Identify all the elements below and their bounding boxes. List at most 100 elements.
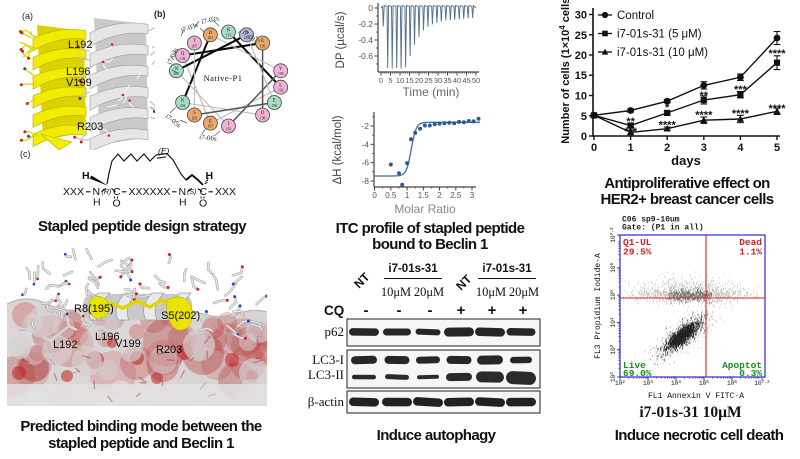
svg-text:Native-P1: Native-P1 <box>204 73 243 83</box>
svg-text:-8: -8 <box>361 176 369 186</box>
svg-text:*: * <box>665 102 670 114</box>
svg-text:****: **** <box>732 108 750 120</box>
svg-text:-6: -6 <box>361 158 369 168</box>
svg-text:R: R <box>227 28 231 33</box>
svg-text:200: 200 <box>174 72 180 76</box>
svg-text:N: N <box>245 31 249 36</box>
svg-text:****: **** <box>768 48 786 60</box>
svg-text:L196: L196 <box>66 66 90 78</box>
svg-text:50: 50 <box>472 76 480 85</box>
svg-text:107.2: 107.2 <box>754 379 770 388</box>
svg-text:195: 195 <box>260 44 266 48</box>
svg-text:N: N <box>93 186 101 198</box>
svg-text:1.5: 1.5 <box>418 191 430 200</box>
svg-text:196: 196 <box>272 104 278 108</box>
svg-text:T: T <box>193 39 196 44</box>
svg-text:I: I <box>228 122 230 127</box>
svg-text:20: 20 <box>575 50 587 62</box>
svg-text:10: 10 <box>575 91 587 103</box>
svg-text:R203: R203 <box>77 121 103 133</box>
svg-text:35: 35 <box>443 76 451 85</box>
svg-text:****: **** <box>768 103 786 115</box>
svg-text:i7-05s: i7-05s <box>164 112 183 129</box>
svg-text:H: H <box>93 197 101 209</box>
svg-text:25: 25 <box>575 30 587 42</box>
svg-text:106: 106 <box>609 263 618 273</box>
svg-text:L196: L196 <box>95 331 119 343</box>
svg-text:N: N <box>175 67 179 72</box>
svg-text:FL1 Annexin V FITC-A: FL1 Annexin V FITC-A <box>648 392 744 401</box>
svg-text:Q1-UL: Q1-UL <box>623 237 652 248</box>
svg-text:20μM: 20μM <box>414 285 444 299</box>
svg-text:20: 20 <box>415 76 423 85</box>
svg-text:***: *** <box>624 126 638 138</box>
svg-text:192: 192 <box>278 89 284 93</box>
svg-text:i7-01s-31: i7-01s-31 <box>388 263 438 275</box>
svg-text:103: 103 <box>643 379 653 388</box>
svg-text:10μM: 10μM <box>476 285 506 299</box>
svg-text:-2: -2 <box>361 121 369 131</box>
svg-text:**: ** <box>700 90 709 102</box>
svg-text:H: H <box>179 197 187 209</box>
svg-text:NT: NT <box>453 271 475 293</box>
svg-text:10μM: 10μM <box>381 285 411 299</box>
svg-text:25: 25 <box>424 76 432 85</box>
svg-text:205: 205 <box>192 44 198 48</box>
svg-text:102: 102 <box>609 372 618 382</box>
svg-text:202: 202 <box>244 36 250 40</box>
svg-text:2.5: 2.5 <box>450 191 462 200</box>
svg-text:-: - <box>364 302 369 319</box>
svg-text:-0.4: -0.4 <box>358 35 373 45</box>
svg-text:V199: V199 <box>66 77 92 89</box>
svg-text:R203: R203 <box>156 344 182 356</box>
svg-text:2: 2 <box>437 191 442 200</box>
svg-text:E: E <box>261 39 264 44</box>
svg-text:K: K <box>181 99 185 104</box>
svg-text:D: D <box>209 31 213 36</box>
svg-text:15: 15 <box>405 76 413 85</box>
svg-text:Gate: (P1 in all): Gate: (P1 in all) <box>622 224 704 233</box>
svg-text:5: 5 <box>774 142 780 154</box>
svg-text:0: 0 <box>581 131 587 143</box>
svg-text:O: O <box>199 198 207 210</box>
svg-text:S: S <box>193 111 196 116</box>
svg-text:DP (µcal/s): DP (µcal/s) <box>335 11 347 68</box>
svg-text:N: N <box>179 186 187 198</box>
svg-text:1: 1 <box>405 191 410 200</box>
svg-text:1.1%: 1.1% <box>739 247 762 258</box>
svg-text:Control: Control <box>617 10 654 22</box>
svg-text:-: - <box>397 302 402 319</box>
svg-text:Number of cells (1×104 cells/w: Number of cells (1×104 cells/well) <box>558 0 572 144</box>
svg-text:L: L <box>279 83 282 88</box>
svg-text:i7-01s-31: i7-01s-31 <box>482 263 532 275</box>
svg-text:XXXXXX: XXXXXX <box>129 186 171 198</box>
svg-text:1: 1 <box>628 142 634 154</box>
svg-text:10: 10 <box>396 76 404 85</box>
svg-text:C: C <box>113 186 121 198</box>
svg-text:40: 40 <box>453 76 461 85</box>
svg-text:**: ** <box>626 116 635 128</box>
svg-text:H: H <box>206 170 214 182</box>
svg-text:Live: Live <box>623 360 646 371</box>
svg-text:5: 5 <box>581 111 587 123</box>
svg-text:4: 4 <box>737 142 744 154</box>
svg-text:LC3-II: LC3-II <box>308 367 344 382</box>
svg-text:0: 0 <box>591 142 597 154</box>
svg-text:104: 104 <box>671 379 681 388</box>
svg-text:Molar Ratio: Molar Ratio <box>394 202 456 216</box>
svg-text:E: E <box>209 119 212 124</box>
svg-text:103: 103 <box>609 344 618 354</box>
svg-text:0.3%: 0.3% <box>739 368 762 379</box>
svg-text:-4: -4 <box>361 139 369 149</box>
svg-text:(a): (a) <box>22 11 33 21</box>
svg-text:0.5: 0.5 <box>385 191 397 200</box>
svg-text:(E): (E) <box>158 146 170 156</box>
svg-text:i7-01s-31 (5 μM): i7-01s-31 (5 μM) <box>617 29 702 41</box>
svg-text:NT: NT <box>351 269 373 291</box>
svg-text:****: **** <box>695 110 713 122</box>
svg-text:201: 201 <box>208 36 214 40</box>
svg-text:R8(195): R8(195) <box>74 303 114 315</box>
svg-text:CQ: CQ <box>324 303 344 318</box>
svg-text:Q: Q <box>181 52 185 57</box>
svg-text:106: 106 <box>727 379 737 388</box>
